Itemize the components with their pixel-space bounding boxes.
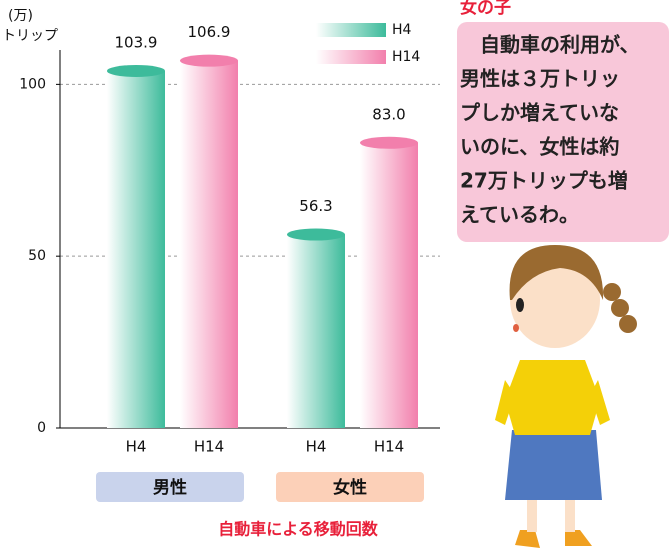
speech-line: えているわ。 [460,203,579,227]
category-label: 女性 [333,477,367,498]
body: (万) トリップ 自動車による移動回数 女の子 0 50 100 男性 H4 103.9 H… [0,0,669,551]
legend-label: H14 [392,49,420,65]
bar-top [107,65,165,77]
bar-top [360,137,418,149]
speech-line: 男性は３万トリッ [460,67,620,91]
legend-swatch [316,50,386,64]
bar-top [180,55,238,67]
legend-label: H4 [392,22,412,38]
y-unit-label: トリップ [2,28,58,44]
x-tick-label: H14 [194,438,224,456]
bar [360,143,418,428]
speech-line: いのに、女性は約 [460,135,619,159]
legend-swatch [316,23,386,37]
y-tick-label: 100 [19,76,46,92]
speech-line: プしか増えていな [460,101,619,125]
girl [495,245,637,548]
bar [107,71,165,428]
x-tick-label: H4 [126,438,147,456]
character-name: 女の子 [460,0,511,18]
speech-line: 27万トリップも増 [460,169,628,193]
chart: (万) トリップ 自動車による移動回数 女の子 0 50 100 男性 H4 103.9 H… [0,0,669,551]
category-label: 男性 [153,477,187,498]
x-tick-label: H4 [306,438,327,456]
bar-top [287,229,345,241]
value-label: 103.9 [115,33,158,51]
y-tick-label: 50 [28,248,46,264]
bar [180,61,238,428]
chart-title: 自動車による移動回数 [218,520,379,539]
x-tick-label: H14 [374,438,404,456]
speech-line: 自動車の利用が、 [460,33,640,57]
value-label: 56.3 [299,197,332,215]
y-tick-label: 0 [37,420,46,436]
value-label: 106.9 [188,23,231,41]
y-unit-label: (万) [8,8,33,24]
bar [287,235,345,428]
value-label: 83.0 [372,105,405,123]
page: {"chart_data": {"type": "bar", "title": … [0,0,669,551]
